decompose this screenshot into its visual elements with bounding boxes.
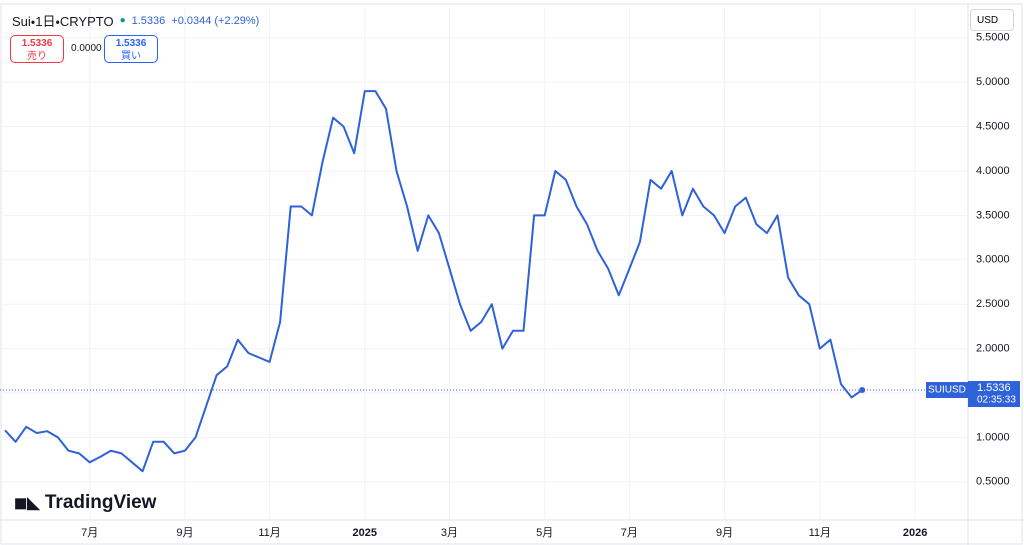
price-badge (968, 381, 1020, 408)
x-tick-label: 11月 (258, 527, 280, 539)
y-tick-label: 1.0000 (976, 431, 1010, 443)
header-price: 1.5336 (131, 14, 166, 27)
y-tick-label: 3.5000 (976, 209, 1010, 221)
x-tick-label: 9月 (716, 527, 733, 539)
last-point (859, 387, 866, 394)
price-line (4, 90, 863, 473)
price-label: 1.5336 (977, 382, 1011, 394)
y-tick-label: 4.0000 (976, 165, 1010, 177)
x-tick-label: 5月 (536, 527, 553, 539)
x-tick-label: 2026 (903, 527, 927, 539)
currency-select[interactable]: USD (970, 9, 1014, 31)
buy-button[interactable]: 1.5336 買い (104, 35, 158, 63)
logo: ◼◣ TradingView (14, 492, 157, 513)
countdown: 02:35:33 (977, 395, 1016, 406)
buy-price: 1.5336 (115, 38, 147, 49)
sell-label: 売り (27, 51, 47, 62)
x-tick-label: 7月 (621, 527, 638, 539)
status-dot: ● (119, 15, 126, 26)
y-tick-label: 3.0000 (976, 254, 1010, 266)
y-tick-label: 2.5000 (976, 298, 1010, 310)
series-name: SUIUSD (928, 385, 966, 396)
header-change: +0.0344 (+2.29%) (171, 14, 260, 27)
x-tick-label: 2025 (353, 527, 377, 539)
y-tick-label: 4.5000 (976, 120, 1010, 132)
spread: 0.0000 (71, 43, 102, 54)
header: Sui・1日・CRYPTO ● 1.5336 +0.0344 (+2.29%) (12, 11, 259, 30)
sell-button[interactable]: 1.5336 売り (10, 35, 64, 63)
series-badge (926, 382, 968, 399)
y-tick-label: 0.5000 (976, 476, 1010, 488)
sell-price: 1.5336 (21, 38, 53, 49)
buy-label: 買い (121, 51, 141, 62)
x-tick-label: 7月 (81, 527, 98, 539)
x-tick-label: 3月 (441, 527, 458, 539)
y-tick-label: 5.5000 (976, 32, 1010, 44)
frame (0, 3, 1023, 545)
y-tick-label: 5.0000 (976, 76, 1010, 88)
symbol[interactable]: Sui・1日・CRYPTO (12, 14, 114, 29)
logo-text: TradingView (44, 492, 157, 513)
x-tick-label: 9月 (176, 527, 193, 539)
x-tick-label: 11月 (809, 527, 831, 539)
y-tick-label: 2.0000 (976, 343, 1010, 355)
